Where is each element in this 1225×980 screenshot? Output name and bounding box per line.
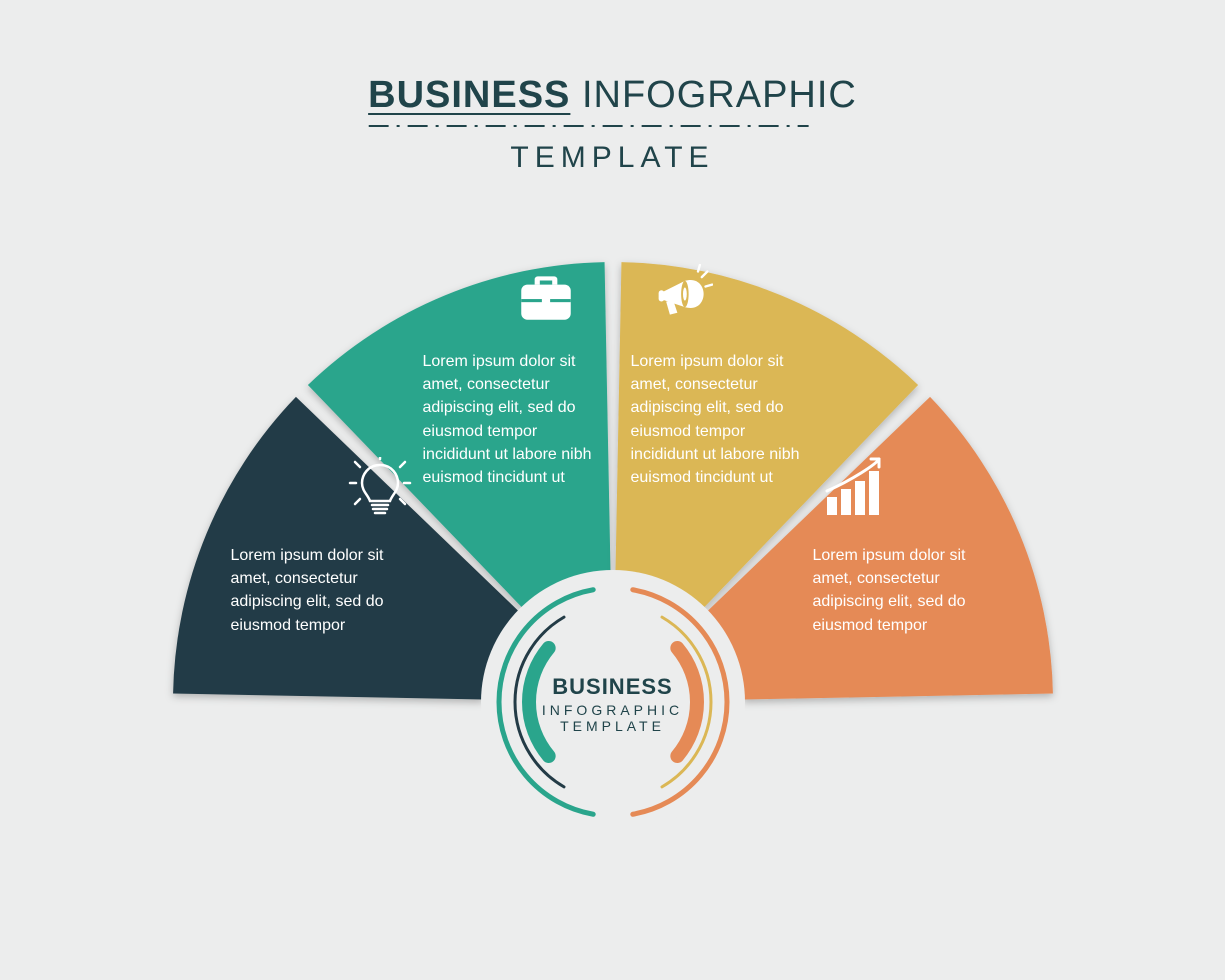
semi-circle-chart: Lorem ipsum dolor sit amet, consectetur … [133, 242, 1093, 942]
title-line-2: TEMPLATE [368, 141, 857, 175]
center-label-line1: BUSINESS [533, 674, 693, 700]
segment-4-text: Lorem ipsum dolor sit amet, consectetur … [813, 544, 1003, 637]
infographic-canvas: BUSINESS INFOGRAPHIC TEMPLATE [0, 0, 1225, 980]
bar-chart-growth-icon [821, 457, 885, 521]
center-label-line3: TEMPLATE [533, 718, 693, 734]
segment-2-text: Lorem ipsum dolor sit amet, consectetur … [423, 350, 601, 489]
main-title: BUSINESS INFOGRAPHIC TEMPLATE [368, 74, 857, 175]
center-label: BUSINESS INFOGRAPHIC TEMPLATE [533, 674, 693, 734]
segment-3-text: Lorem ipsum dolor sit amet, consectetur … [631, 350, 809, 489]
title-light-word: INFOGRAPHIC [582, 74, 857, 116]
title-bold-word: BUSINESS [368, 74, 570, 116]
briefcase-icon [513, 264, 579, 330]
title-divider [368, 122, 857, 130]
segment-1-text: Lorem ipsum dolor sit amet, consectetur … [231, 544, 421, 637]
center-label-line2: INFOGRAPHIC [533, 702, 693, 718]
megaphone-icon [653, 264, 713, 324]
title-line-1: BUSINESS INFOGRAPHIC [368, 74, 857, 117]
lightbulb-icon [348, 457, 412, 521]
